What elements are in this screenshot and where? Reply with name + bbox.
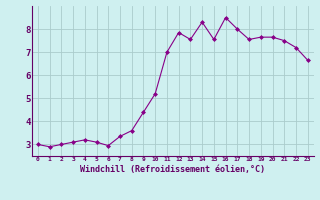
X-axis label: Windchill (Refroidissement éolien,°C): Windchill (Refroidissement éolien,°C): [80, 165, 265, 174]
